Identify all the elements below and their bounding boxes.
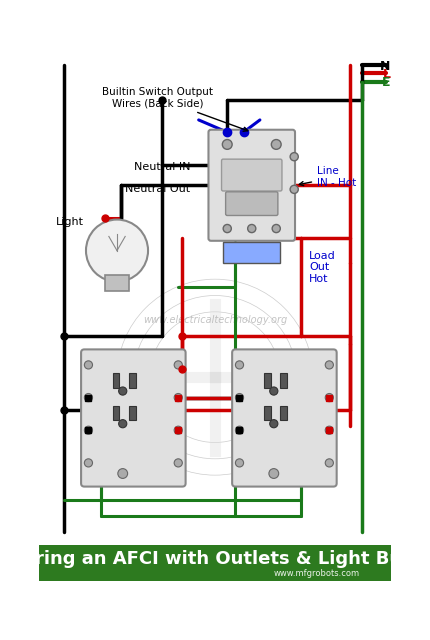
Circle shape <box>325 459 333 467</box>
FancyBboxPatch shape <box>81 349 186 486</box>
Circle shape <box>119 420 127 428</box>
Circle shape <box>290 152 298 161</box>
Circle shape <box>269 468 279 479</box>
Text: Light: Light <box>56 217 84 227</box>
Circle shape <box>86 220 148 282</box>
Circle shape <box>270 387 278 395</box>
Circle shape <box>174 459 182 467</box>
Text: N: N <box>380 60 390 72</box>
Bar <box>280 373 287 388</box>
Text: Wiring an AFCI with Outlets & Light Bulb: Wiring an AFCI with Outlets & Light Bulb <box>9 550 421 568</box>
Text: Load
Out
Hot: Load Out Hot <box>309 251 336 284</box>
Circle shape <box>84 361 92 369</box>
Text: www.mfgrobots.com: www.mfgrobots.com <box>274 568 360 578</box>
Circle shape <box>174 361 182 369</box>
Bar <box>223 243 280 263</box>
Bar <box>280 406 287 420</box>
Circle shape <box>118 468 128 479</box>
Text: E: E <box>382 76 390 89</box>
Circle shape <box>84 394 92 402</box>
Bar <box>113 373 120 388</box>
Circle shape <box>325 394 333 402</box>
Bar <box>264 406 270 420</box>
Text: Builtin Switch Output
Wires (Back Side): Builtin Switch Output Wires (Back Side) <box>102 87 248 131</box>
Circle shape <box>235 459 243 467</box>
Circle shape <box>290 185 298 193</box>
FancyBboxPatch shape <box>209 130 295 241</box>
Circle shape <box>174 394 182 402</box>
Circle shape <box>235 361 243 369</box>
FancyBboxPatch shape <box>221 159 282 191</box>
Bar <box>129 406 136 420</box>
Circle shape <box>235 426 243 435</box>
Bar <box>40 545 390 581</box>
FancyBboxPatch shape <box>232 349 337 486</box>
Text: L: L <box>383 68 390 81</box>
Circle shape <box>235 394 243 402</box>
Bar <box>129 373 136 388</box>
Circle shape <box>84 426 92 435</box>
Text: Line
IN - Hot: Line IN - Hot <box>299 166 356 188</box>
Circle shape <box>222 140 232 149</box>
FancyBboxPatch shape <box>226 192 278 216</box>
Bar <box>264 373 270 388</box>
Circle shape <box>174 426 182 435</box>
Text: Neutral Out: Neutral Out <box>126 184 190 195</box>
Circle shape <box>325 361 333 369</box>
Bar <box>105 275 129 291</box>
Circle shape <box>119 387 127 395</box>
Circle shape <box>84 459 92 467</box>
Text: Neutral IN: Neutral IN <box>134 163 190 172</box>
Circle shape <box>271 140 281 149</box>
Bar <box>113 406 120 420</box>
Circle shape <box>272 225 280 232</box>
Circle shape <box>325 426 333 435</box>
Circle shape <box>223 225 231 232</box>
Text: www.electricaltechnology.org: www.electricaltechnology.org <box>143 315 287 325</box>
Circle shape <box>270 420 278 428</box>
Circle shape <box>248 225 256 232</box>
